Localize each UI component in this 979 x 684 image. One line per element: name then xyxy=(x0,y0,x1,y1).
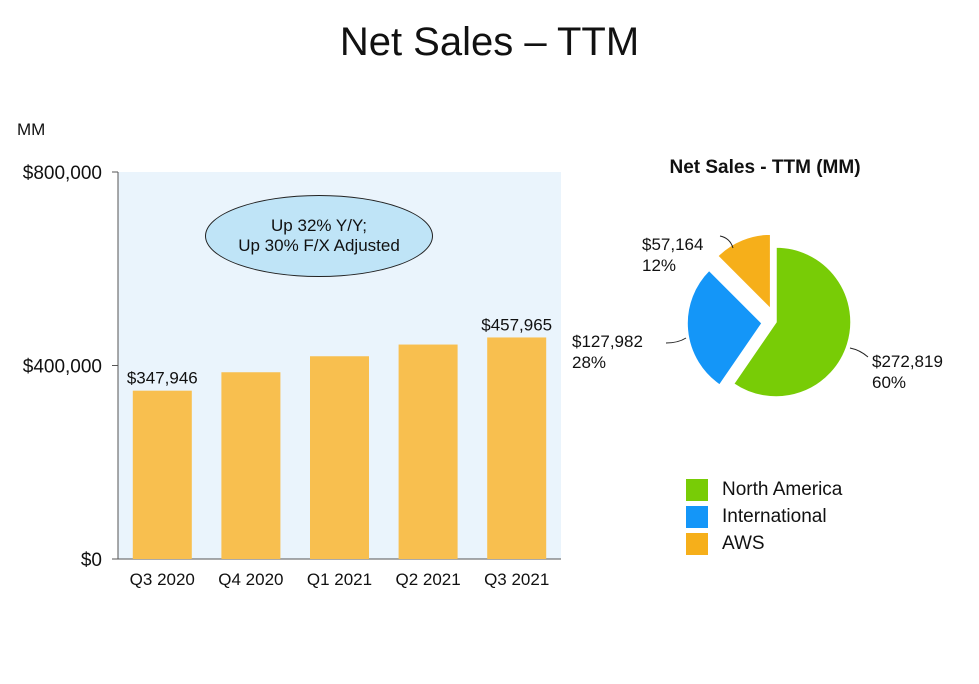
page-title: Net Sales – TTM xyxy=(339,20,640,64)
leader-line-aws xyxy=(719,235,734,249)
annotation-line-1: Up 32% Y/Y; xyxy=(271,216,367,235)
y-tick-label: $0 xyxy=(81,550,102,571)
bar-2 xyxy=(310,356,369,559)
x-tick-label: Q1 2021 xyxy=(307,570,372,589)
legend-label-aws: AWS xyxy=(722,532,765,554)
legend-label-north-america: North America xyxy=(722,478,843,500)
pie-label-north-america-percent: 60% xyxy=(872,373,907,392)
pie-label-international-value: $127,982 xyxy=(572,332,643,351)
growth-annotation: Up 32% Y/Y; Up 30% F/X Adjusted xyxy=(205,195,433,277)
pie-slice-north-america xyxy=(732,246,852,398)
x-tick-label: Q3 2021 xyxy=(484,570,549,589)
bar-3 xyxy=(398,344,458,559)
legend-label-international: International xyxy=(722,505,827,527)
pie-label-international-percent: 28% xyxy=(572,353,607,372)
legend-swatch-north-america xyxy=(686,478,708,501)
leader-line-international xyxy=(665,337,687,344)
unit-label: MM xyxy=(17,120,46,139)
pie-label-aws-value: $57,164 xyxy=(642,235,704,254)
x-tick-label: Q2 2021 xyxy=(395,570,460,589)
pie-label-north-america: $272,819 60% xyxy=(872,351,943,393)
pie-label-international: $127,982 28% xyxy=(572,331,643,373)
y-tick-label: $400,000 xyxy=(23,357,102,378)
bar-4 xyxy=(487,337,547,559)
legend-item-north-america: North America xyxy=(686,476,842,503)
annotation-line-2: Up 30% F/X Adjusted xyxy=(238,236,400,255)
bar-0 xyxy=(132,390,192,559)
bar-data-label: $457,965 xyxy=(481,315,552,334)
x-tick-label: Q4 2020 xyxy=(218,570,283,589)
pie-title: Net Sales - TTM (MM) xyxy=(669,157,861,178)
bar-data-label: $347,946 xyxy=(127,369,198,388)
pie-slice-aws xyxy=(716,233,772,311)
pie-label-north-america-value: $272,819 xyxy=(872,352,943,371)
pie-legend: North America International AWS xyxy=(686,476,842,557)
pie-label-aws-percent: 12% xyxy=(642,256,677,275)
legend-swatch-international xyxy=(686,505,708,528)
legend-item-international: International xyxy=(686,503,842,530)
pie-slice-international xyxy=(686,269,764,387)
legend-swatch-aws xyxy=(686,532,708,555)
pie-label-aws: $57,164 12% xyxy=(642,234,703,276)
y-tick-label: $800,000 xyxy=(23,163,102,184)
x-tick-label: Q3 2020 xyxy=(130,570,195,589)
leader-line-north-america xyxy=(849,347,869,358)
bar-1 xyxy=(221,372,281,559)
legend-item-aws: AWS xyxy=(686,530,842,557)
